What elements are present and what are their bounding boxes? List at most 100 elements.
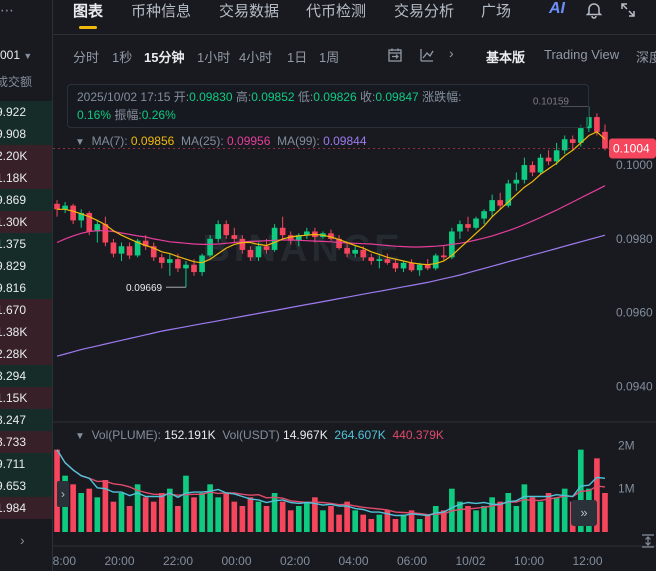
nav-tab-5[interactable]: 广场 [481,3,512,20]
interval-option-3[interactable]: 1小时 [197,50,231,65]
volume-bar [167,488,173,532]
trade-row: 8.247 [0,409,52,431]
chevron-down-icon: ▼ [23,51,33,61]
candle-body [545,157,552,162]
volume-axis-label: 1M [618,482,635,496]
interval-option-6[interactable]: 1周 [319,50,340,65]
candle-body [489,200,495,212]
calendar-icon[interactable] [387,47,403,63]
candle-datetime: 2025/10/02 17:15 [77,90,171,104]
volume-bar [457,501,463,532]
precision-selector[interactable]: 001 ▼ [0,48,32,62]
volume-bar [78,493,85,532]
view-option-1[interactable]: Trading View [544,47,620,62]
time-axis-label: 20:00 [104,554,134,568]
more-icon[interactable]: ⋯ [0,2,14,18]
high-label: 高: [235,90,252,104]
candle-body [481,211,487,219]
candle-body [54,203,60,210]
candle-body [62,205,68,210]
ai-icon[interactable]: AI [549,0,565,17]
candle-body [150,246,157,258]
scroll-left-button[interactable]: › [57,481,69,507]
candle-body [521,165,528,180]
low-value: 0.09826 [313,90,357,104]
ma99-value: 0.09844 [323,134,367,148]
chart-area[interactable]: BINANCE 0.1004 0.1000 0.0980 0.0960 0.0940 0.1… [53,76,656,571]
volume-bar [118,493,125,532]
interval-option-5[interactable]: 1日 [287,50,308,65]
ma7-line [57,131,606,266]
candle-body [553,150,560,162]
kline-chart[interactable]: BINANCE 0.1004 0.1000 0.0980 0.0960 0.0940 0.1… [53,76,656,571]
bell-icon[interactable] [585,1,603,19]
open-value: 0.09830 [189,90,233,104]
nav-tab-1[interactable]: 币种信息 [131,3,192,20]
price-axis-label: 0.0940 [616,379,653,393]
nav-tab-2[interactable]: 交易数据 [219,3,280,20]
volume-bar [271,493,278,532]
expand-icon[interactable] [619,1,637,19]
view-option-0[interactable]: 基本版 [486,50,526,65]
chevron-right-icon[interactable]: › [449,45,454,61]
candle-body [239,238,246,250]
volume-ma2-line [56,449,606,516]
interval-option-4[interactable]: 4小时 [239,50,273,65]
time-axis-label: 12:00 [572,554,602,568]
volume-bar [489,497,495,532]
candle-body [440,255,447,258]
candle-body [473,218,479,228]
volume-bar [497,501,504,532]
volume-bar [142,497,149,532]
time-axis-label: 10:00 [514,554,544,568]
trade-row: 9.869 [0,189,52,211]
close-value: 0.09847 [375,90,419,104]
candle-body [158,257,165,263]
trade-row: 2.20K [0,145,52,167]
volume-bar [529,497,536,532]
expand-chevron-icon[interactable]: › [20,532,25,548]
trade-row: 9.908 [0,123,52,145]
ma25-value: 0.09956 [227,134,271,148]
candle-body [384,259,391,263]
fit-icon[interactable] [641,534,655,548]
volume-bar [295,506,302,532]
scroll-latest-button[interactable]: » [571,500,597,526]
trade-row: 3.733 [0,431,52,453]
volume-bar [191,497,197,532]
volume-bar [368,519,375,532]
trade-row: 1.38K [0,321,52,343]
candle-body [577,128,584,143]
indicator-icon[interactable] [419,47,435,63]
price-axis-label: 0.0960 [616,306,653,320]
candle-body [304,231,310,236]
candle-body [376,259,383,261]
interval-option-1[interactable]: 1秒 [112,50,133,65]
interval-option-2[interactable]: 15分钟 [144,50,185,65]
candle-body [134,240,141,256]
volume-bar [247,497,254,532]
low-label: 低: [297,90,314,104]
ohlc-info-box: 2025/10/02 17:15 开:0.09830 高:0.09852 低:0… [67,84,589,128]
view-option-2[interactable]: 深度 [636,50,656,65]
volume-bar [279,501,286,532]
volume-bar [553,497,560,532]
candle-body [247,249,254,258]
nav-tab-4[interactable]: 交易分析 [394,3,455,20]
nav-tab-3[interactable]: 代币检测 [306,3,367,20]
volume-bar [561,488,568,532]
candle-body [344,248,350,254]
volume-chevron-icon[interactable]: ▼ [75,431,85,442]
candle-body [78,213,85,221]
candle-body [70,205,76,221]
volume-bar [183,475,189,532]
candle-body [505,183,512,206]
candle-body [295,235,302,241]
interval-option-0[interactable]: 分时 [73,50,100,65]
trade-row: 9.829 [0,255,52,277]
volume-bar [239,506,246,532]
nav-tab-0[interactable]: 图表 [73,0,103,29]
volume-bar [158,493,165,532]
volume-bar [521,484,528,532]
collapse-chevron-icon[interactable]: ▼ [75,137,85,148]
